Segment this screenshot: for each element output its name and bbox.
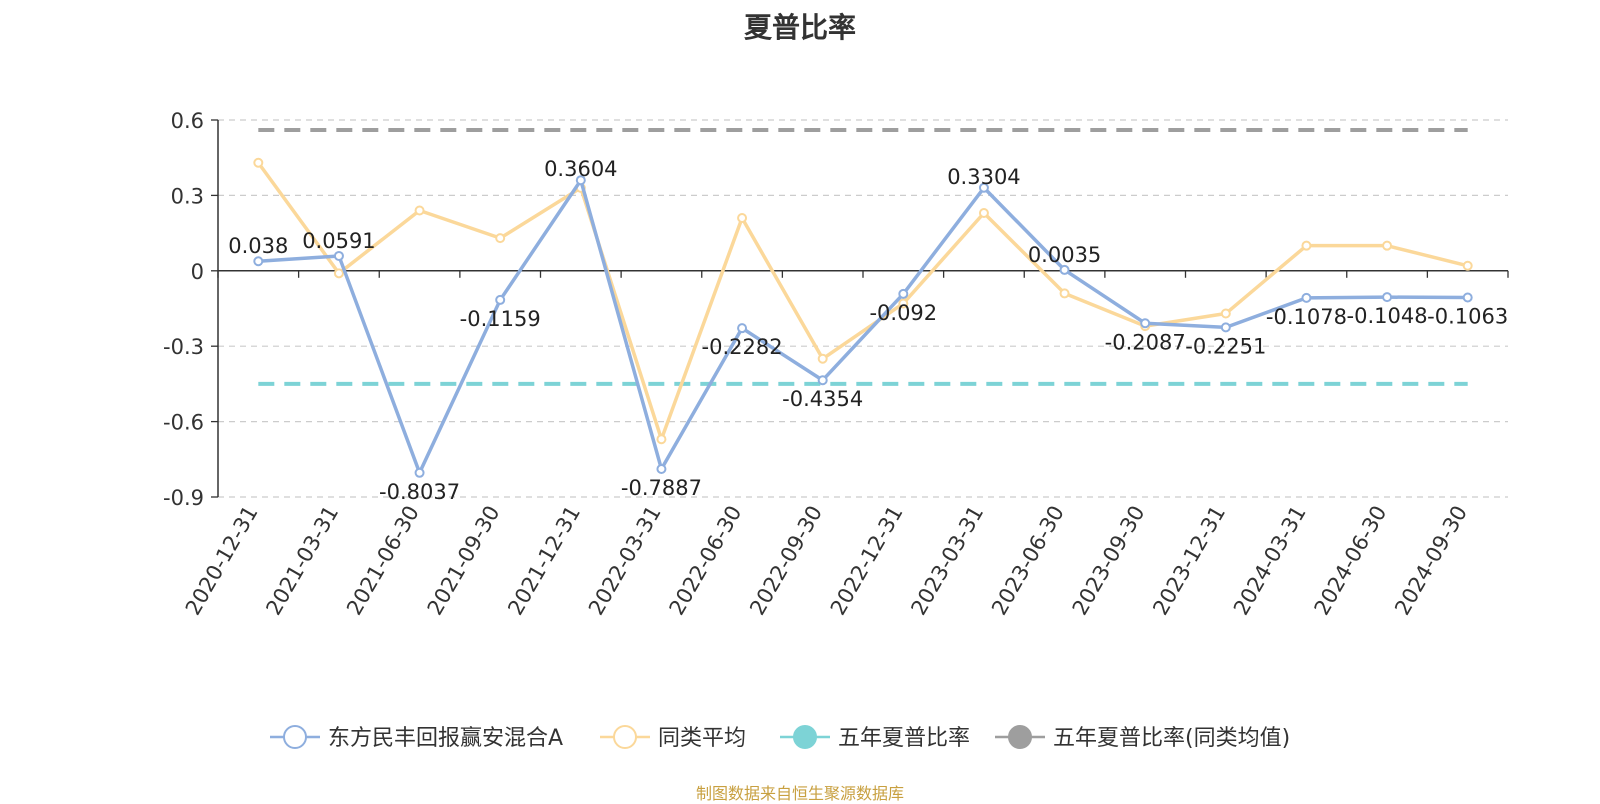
y-tick-label: -0.3: [163, 335, 204, 359]
chart-title: 夏普比率: [743, 11, 856, 44]
data-label: -0.1159: [460, 307, 541, 331]
y-tick-label: 0.6: [171, 109, 204, 133]
peer-average-point: [1301, 240, 1312, 251]
x-tick-label: 2020-12-31: [181, 502, 263, 620]
fund-point: [978, 182, 989, 193]
peer-average-point: [817, 353, 828, 364]
data-label: 0.3304: [947, 165, 1020, 189]
x-tick-label: 2024-06-30: [1310, 502, 1392, 620]
x-tick-label: 2024-09-30: [1390, 502, 1472, 620]
fund-point: [1462, 292, 1473, 303]
data-label: -0.092: [869, 301, 937, 325]
grid-lines: [218, 119, 1508, 498]
x-tick-label: 2021-09-30: [423, 502, 505, 620]
legend-label: 同类平均: [658, 726, 746, 751]
fund-point: [898, 288, 909, 299]
fund-point: [1382, 292, 1393, 303]
x-tick-label: 2023-06-30: [987, 502, 1069, 620]
peer-average-point: [737, 213, 748, 224]
peer-average-point: [495, 233, 506, 244]
fund-point: [575, 175, 586, 186]
fund-point: [817, 375, 828, 386]
y-tick-label: -0.9: [163, 486, 204, 510]
legend-marker: [793, 725, 817, 749]
fund-line: [258, 178, 1468, 475]
x-tick-label: 2022-12-31: [826, 502, 908, 620]
data-labels: 0.038 0.0591 -0.8037 -0.1159 0.3604 -0.7887 -0…: [228, 157, 1508, 504]
fund-point: [1059, 264, 1070, 275]
peer-average-line: [256, 161, 1469, 441]
fund-point: [1301, 292, 1312, 303]
peer-average-point: [1382, 240, 1393, 251]
peer-average-point: [333, 268, 344, 279]
y-tick-label: -0.6: [163, 411, 204, 435]
reference-lines: [258, 128, 1468, 386]
legend: 东方民丰回报赢安混合A 同类平均 五年夏普比率 五年夏普比率(同类均值): [270, 725, 1290, 751]
peer-average-point: [414, 205, 425, 216]
source-note: 制图数据来自恒生聚源数据库: [695, 784, 904, 803]
y-tick-label: 0: [191, 260, 204, 284]
data-label: 0.0591: [302, 229, 375, 253]
peer-average-point: [1220, 308, 1231, 319]
legend-item[interactable]: 五年夏普比率(同类均值): [995, 725, 1290, 751]
data-label: 0.3604: [544, 157, 617, 181]
x-tick-label: 2021-06-30: [342, 502, 424, 620]
x-tick-label: 2023-03-31: [906, 502, 988, 620]
data-label: -0.1048: [1347, 304, 1428, 328]
fund-point: [1220, 322, 1231, 333]
peer-average-point: [656, 434, 667, 445]
peer-average-point: [1462, 260, 1473, 271]
legend-marker: [1008, 725, 1032, 749]
fund-point: [1140, 318, 1151, 329]
data-label: -0.8037: [379, 480, 460, 504]
data-label: -0.4354: [782, 387, 863, 411]
legend-marker: [283, 725, 307, 749]
x-tick-label: 2022-06-30: [665, 502, 747, 620]
legend-item[interactable]: 东方民丰回报赢安混合A: [270, 725, 563, 751]
legend-item[interactable]: 五年夏普比率: [780, 725, 970, 751]
fund-point: [495, 294, 506, 305]
data-label: -0.2282: [702, 335, 783, 359]
legend-label: 五年夏普比率(同类均值): [1053, 726, 1290, 751]
data-label: -0.1078: [1266, 305, 1347, 329]
data-label: 0.038: [228, 234, 288, 258]
peer-average-point: [898, 298, 909, 309]
peer-average-point: [253, 157, 264, 168]
x-tick-label: 2023-12-31: [1148, 502, 1230, 620]
fund-point: [414, 467, 425, 478]
fund-point: [333, 250, 344, 261]
x-tick-label: 2022-09-30: [745, 502, 827, 620]
data-label: -0.2087: [1105, 330, 1186, 354]
legend-marker: [613, 725, 637, 749]
data-label: -0.1063: [1427, 305, 1508, 329]
fund-point: [737, 323, 748, 334]
legend-label: 五年夏普比率: [838, 726, 970, 751]
x-tick-label: 2021-12-31: [503, 502, 585, 620]
x-tick-label: 2022-03-31: [584, 502, 666, 620]
fund-point: [656, 464, 667, 475]
legend-label: 东方民丰回报赢安混合A: [328, 726, 563, 751]
data-label: 0.0035: [1028, 243, 1101, 267]
peer-average-point: [978, 207, 989, 218]
x-tick-label: 2021-03-31: [261, 502, 343, 620]
series-lines: [253, 157, 1473, 478]
x-tick-label: 2024-03-31: [1229, 502, 1311, 620]
peer-average-point: [1059, 288, 1070, 299]
fund-point: [253, 256, 264, 267]
legend-item[interactable]: 同类平均: [600, 725, 746, 751]
x-tick-label: 2023-09-30: [1068, 502, 1150, 620]
y-tick-label: 0.3: [171, 184, 204, 208]
data-label: -0.7887: [621, 476, 702, 500]
data-label: -0.2251: [1185, 334, 1266, 358]
